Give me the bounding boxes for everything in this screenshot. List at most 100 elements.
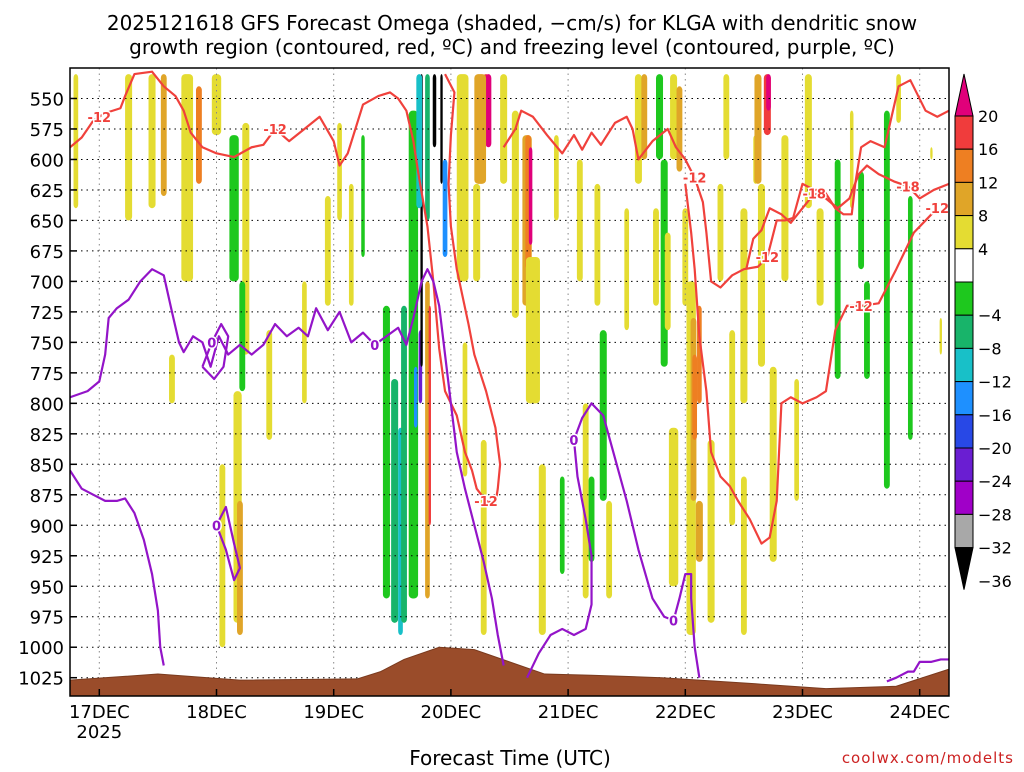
terrain-fill [70, 646, 949, 696]
omega-cell-3 [160, 74, 167, 197]
freezing-contour-4 [526, 402, 701, 679]
terrain-surface [70, 646, 949, 696]
y-tick-label-775: 775 [30, 364, 64, 385]
colorbar-bin-11 [954, 447, 974, 482]
omega-cell-17 [337, 122, 342, 221]
omega-cell-97 [939, 317, 942, 355]
omega-cell-89 [834, 159, 841, 379]
y-tick-label-925: 925 [30, 547, 64, 568]
omega-cell-93 [883, 110, 890, 489]
omega-cell-72 [695, 500, 703, 562]
colorbar-label-10: −24 [978, 472, 1012, 491]
snow-growth-contour-1 [502, 79, 949, 289]
colorbar-bottom-arrow [954, 547, 974, 590]
freezing-label-4-1: 0 [669, 614, 678, 629]
omega-cell-52 [582, 403, 589, 599]
colorbar-bin-8 [954, 347, 974, 383]
omega-cell-75 [723, 74, 730, 160]
omega-cell-41 [480, 439, 487, 636]
snow-growth-contour-0 [70, 70, 502, 505]
freezing-contour-1 [70, 469, 165, 666]
x-tick-label-3: 20DEC [421, 702, 482, 723]
snow-growth-label-0-2: -12 [474, 495, 498, 510]
colorbar: 20 16 12 8 4 −4 −8 −12 −16 −20 −24 −28 −32 −36 [954, 73, 1012, 591]
y-tick-label-1025: 1025 [18, 669, 64, 690]
snow-growth-contour-2 [745, 164, 949, 270]
snow-growth-label-1-1: -12 [756, 251, 780, 266]
omega-cell-70 [692, 354, 698, 440]
omega-cell-34 [442, 159, 448, 258]
omega-cell-86 [794, 378, 799, 501]
omega-cell-48 [554, 135, 559, 221]
omega-cell-46 [528, 147, 533, 245]
y-tick-label-550: 550 [30, 89, 64, 110]
contour-lines: -12 -12 -12 -12 -12 -18 -18 -12 -12 0 0 0 0 0 [70, 70, 950, 683]
x-tick-label-5: 22DEC [655, 702, 716, 723]
y-tick-label-1000: 1000 [18, 638, 64, 659]
omega-cell-38 [485, 74, 492, 148]
colorbar-label-7: −12 [978, 373, 1012, 392]
colorbar-label-0: 20 [978, 107, 998, 126]
omega-cell-91 [858, 171, 865, 270]
snow-growth-label-2-1: -18 [896, 180, 920, 195]
y-tick-label-625: 625 [30, 181, 64, 202]
omega-cell-95 [907, 196, 913, 440]
colorbar-bin-10 [954, 414, 974, 449]
omega-cell-51 [576, 159, 583, 282]
omega-cell-21 [391, 378, 399, 623]
omega-cell-49 [538, 464, 546, 636]
freezing-contour-2 [215, 505, 242, 582]
omega-cell-66 [668, 427, 679, 587]
chart-title-line-1: 2025121618 GFS Forecast Omega (shaded, −… [107, 11, 917, 35]
omega-cell-94 [896, 74, 901, 123]
omega-cell-18 [348, 183, 354, 306]
freezing-contour-0 [70, 268, 505, 666]
omega-cell-20 [382, 305, 390, 599]
snow-growth-label-0-1: -12 [263, 123, 287, 138]
omega-cell-24 [408, 110, 419, 599]
credit-text: coolwx.com/modelts [842, 749, 1014, 767]
omega-cell-33 [440, 74, 443, 184]
x-tick-label-4: 21DEC [538, 702, 599, 723]
y-tick-label-825: 825 [30, 425, 64, 446]
omega-cell-57 [624, 208, 630, 331]
colorbar-bin-12 [954, 480, 974, 515]
omega-cell-14 [266, 330, 273, 440]
omega-cell-6 [211, 74, 222, 136]
omega-cell-40 [473, 183, 481, 282]
colorbar-label-6: −8 [978, 339, 1002, 358]
omega-cell-73 [707, 439, 715, 623]
omega-cell-81 [757, 183, 765, 367]
colorbar-bin-4 [954, 215, 974, 250]
snow-growth-label-1-0: -12 [683, 172, 707, 187]
colorbar-label-12: −32 [978, 539, 1012, 558]
colorbar-label-13: −36 [978, 572, 1012, 591]
omega-cell-54 [594, 183, 601, 306]
omega-cell-23 [401, 305, 407, 623]
x-tick-sublabel-0: 2025 [76, 722, 122, 743]
omega-cell-96 [930, 147, 933, 160]
omega-cell-60 [653, 208, 659, 306]
colorbar-bin-6 [954, 281, 974, 316]
y-tick-label-650: 650 [30, 211, 64, 232]
freezing-label-4-0: 0 [569, 434, 578, 449]
omega-cell-74 [717, 183, 724, 282]
omega-cell-76 [729, 330, 736, 526]
colorbar-label-3: 8 [978, 207, 988, 226]
omega-cell-65 [664, 232, 671, 331]
omega-cell-35 [456, 74, 469, 282]
freezing-contour-5 [886, 658, 949, 683]
snow-growth-label-3-0: -12 [926, 202, 950, 217]
colorbar-bin-1 [954, 115, 974, 150]
omega-cell-26 [428, 305, 431, 526]
omega-cell-4 [181, 74, 194, 282]
omega-cell-59 [641, 74, 648, 160]
y-tick-label-725: 725 [30, 303, 64, 324]
y-tick-label-600: 600 [30, 150, 64, 171]
x-tick-label-0: 17DEC [69, 702, 130, 723]
x-tick-label-6: 23DEC [772, 702, 833, 723]
axis-ticks: 550 575 600 625 650 675 700 725 750 775 800 825 850 8… [18, 89, 950, 743]
y-tick-label-875: 875 [30, 486, 64, 507]
